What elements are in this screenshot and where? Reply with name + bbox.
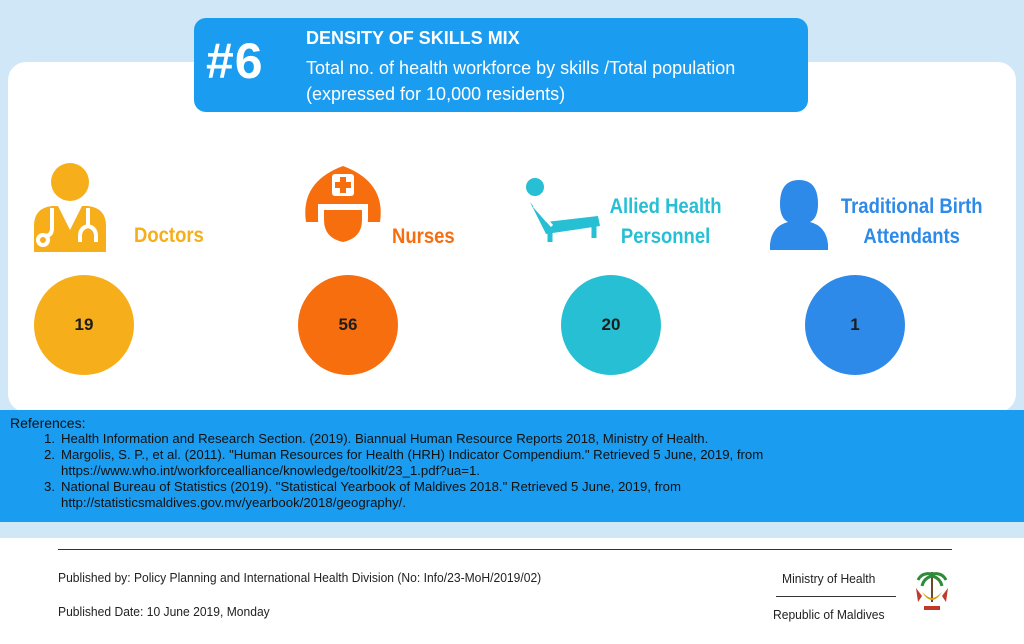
- value-circle-doctors: 19: [34, 275, 134, 375]
- reference-item: 1. Health Information and Research Sectio…: [44, 431, 709, 446]
- org-divider: [776, 596, 896, 597]
- published-by: Published by: Policy Planning and Intern…: [58, 570, 542, 585]
- indicator-subtitle: Total no. of health workforce by skills …: [306, 58, 736, 104]
- person-silhouette-icon: [770, 180, 828, 250]
- value-circle-tba: 1: [805, 275, 905, 375]
- footer-divider: [58, 549, 952, 550]
- category-label-nurses: Nurses: [392, 225, 455, 248]
- indicator-title: DENSITY OF SKILLS MIX: [306, 28, 520, 48]
- references-heading: References:: [10, 415, 86, 431]
- republic-name: Republic of Maldives: [773, 607, 885, 622]
- footer: Published by: Policy Planning and Intern…: [0, 538, 1024, 644]
- reference-item: 2. Margolis, S. P., et al. (2011). "Human…: [44, 447, 764, 478]
- references-list: 1. Health Information and Research Sectio…: [44, 431, 961, 511]
- category-label-tba: Traditional Birth Attendants: [840, 195, 983, 248]
- indicator-number: #6: [206, 33, 264, 89]
- category-label-doctors: Doctors: [134, 224, 204, 247]
- category-label-allied-health: Allied Health Personnel: [609, 195, 722, 248]
- nurse-icon: [305, 166, 381, 248]
- value-circle-nurses: 56: [298, 275, 398, 375]
- value-circle-allied-health: 20: [561, 275, 661, 375]
- maldives-emblem-icon: [916, 572, 948, 610]
- published-date: Published Date: 10 June 2019, Monday: [58, 604, 270, 619]
- title-banner: #6 DENSITY OF SKILLS MIX Total no. of he…: [194, 18, 808, 112]
- ministry-name: Ministry of Health: [782, 571, 876, 586]
- references-panel: References: 1. Health Information and Res…: [0, 410, 1024, 522]
- reference-item: 3. National Bureau of Statistics (2019). …: [44, 479, 681, 510]
- doctor-icon: [34, 163, 106, 252]
- patient-bed-icon: [526, 178, 600, 242]
